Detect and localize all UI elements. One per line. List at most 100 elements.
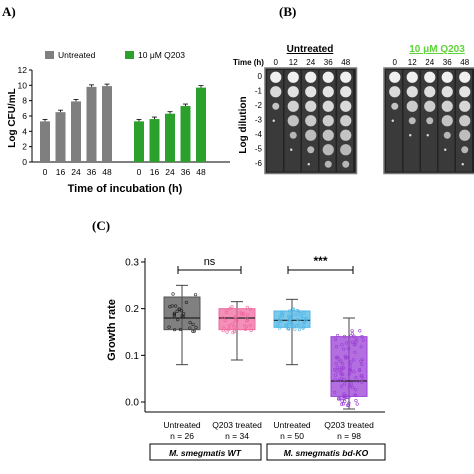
data-point xyxy=(361,338,365,342)
legend-swatch-q203 xyxy=(125,51,134,59)
colony-spot xyxy=(406,100,418,112)
data-point xyxy=(188,326,192,330)
data-point xyxy=(276,321,280,325)
data-point xyxy=(350,329,354,333)
data-point xyxy=(293,327,297,331)
a-x-tick-label: 24 xyxy=(71,167,81,177)
data-point xyxy=(290,314,294,318)
data-point xyxy=(340,399,344,403)
data-point xyxy=(348,369,353,373)
data-point xyxy=(340,384,344,388)
bar-untreated-16 xyxy=(55,112,66,162)
data-point xyxy=(342,334,347,338)
c-n-label: n = 26 xyxy=(170,431,194,441)
c-y-tick-label: 0.3 xyxy=(125,258,139,269)
data-point xyxy=(334,344,339,349)
a-y-tick-label: 2 xyxy=(22,142,27,152)
colony-spot xyxy=(340,100,352,112)
time-col-label: 36 xyxy=(443,58,452,67)
c-x-tick-label: Q203 treated xyxy=(324,420,374,430)
bar-q203-36 xyxy=(180,106,191,162)
data-point xyxy=(191,329,195,333)
data-point xyxy=(182,312,186,316)
a-x-label: Time of incubation (h) xyxy=(68,183,183,195)
data-point xyxy=(180,309,184,313)
data-point xyxy=(340,343,344,347)
data-point xyxy=(334,361,338,365)
colony-spot xyxy=(287,115,299,127)
data-point xyxy=(344,341,349,345)
data-point xyxy=(298,312,302,316)
data-point xyxy=(181,315,186,319)
data-point xyxy=(171,292,175,296)
colony-spot xyxy=(441,86,453,98)
data-point xyxy=(176,318,180,322)
data-point xyxy=(287,309,292,313)
data-point xyxy=(297,323,301,327)
bar-untreated-0 xyxy=(40,121,50,162)
time-col-label: 12 xyxy=(289,58,298,67)
dilution-label: -3 xyxy=(255,116,263,125)
colony-spot xyxy=(461,146,469,154)
colony-spot xyxy=(322,71,334,83)
data-point xyxy=(347,372,351,376)
data-point xyxy=(194,325,198,329)
data-point xyxy=(284,324,288,328)
data-point xyxy=(178,327,182,332)
data-point xyxy=(354,399,358,403)
data-point xyxy=(233,318,237,323)
data-point xyxy=(296,317,300,321)
data-point xyxy=(232,325,236,329)
data-point xyxy=(184,300,189,304)
data-point xyxy=(352,370,356,374)
data-point xyxy=(341,402,346,406)
data-point xyxy=(340,402,344,406)
data-point xyxy=(192,329,196,333)
data-point xyxy=(353,393,357,397)
time-col-label: 48 xyxy=(460,58,469,67)
data-point xyxy=(334,355,339,360)
data-point xyxy=(287,314,291,318)
data-point xyxy=(278,318,282,323)
a-y-tick-label: 4 xyxy=(22,126,27,136)
data-point xyxy=(248,323,252,328)
data-point xyxy=(347,403,351,407)
data-point xyxy=(346,395,350,399)
data-point xyxy=(354,376,358,380)
data-point xyxy=(286,322,290,326)
c-y-tick-label: 0.1 xyxy=(125,351,139,362)
legend-label-q203: 10 μM Q203 xyxy=(138,50,185,60)
c-y-label: Growth rate xyxy=(106,299,118,361)
data-point xyxy=(347,346,351,351)
data-point xyxy=(360,362,364,366)
sig-label: *** xyxy=(313,254,327,268)
colony-spot xyxy=(441,71,453,83)
dilution-label: -6 xyxy=(255,159,263,168)
c-n-label: n = 50 xyxy=(280,431,304,441)
time-col-label: 0 xyxy=(274,58,279,67)
b-title-untreated: Untreated xyxy=(287,44,334,55)
data-point xyxy=(359,374,363,378)
data-point xyxy=(336,333,340,338)
a-x-tick-label: 24 xyxy=(165,167,175,177)
plate-column xyxy=(386,70,402,172)
a-x-tick-label: 48 xyxy=(102,167,112,177)
data-point xyxy=(339,371,343,375)
colony-spot xyxy=(289,131,297,139)
data-point xyxy=(344,356,348,360)
data-point xyxy=(356,379,360,383)
data-point xyxy=(333,373,338,377)
data-point xyxy=(225,330,229,334)
data-point xyxy=(359,345,363,349)
colony-spot xyxy=(424,100,436,112)
bar-untreated-48 xyxy=(102,86,112,162)
colony-spot xyxy=(270,71,282,83)
a-y-label: Log CFU/mL xyxy=(7,88,18,147)
a-x-tick-label: 48 xyxy=(196,167,206,177)
data-point xyxy=(333,368,337,372)
data-point xyxy=(354,337,358,342)
colony-spot xyxy=(307,146,315,154)
c-x-tick-label: Untreated xyxy=(273,420,311,430)
time-col-label: 24 xyxy=(306,58,315,67)
data-point xyxy=(333,337,338,341)
